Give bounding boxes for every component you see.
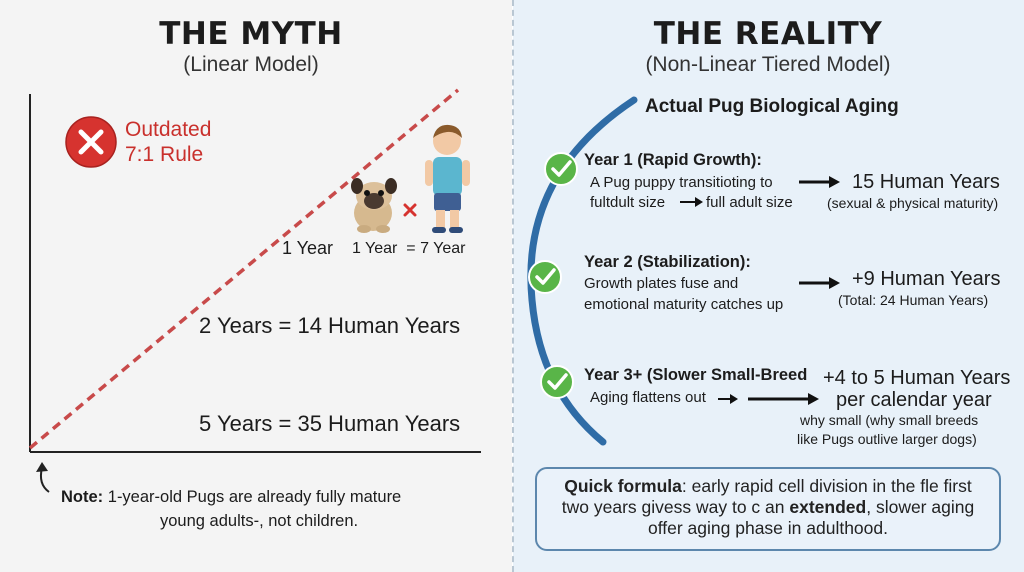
step3-heading: Year 3+ (Slower Small-Breed: [584, 366, 808, 384]
curve-label: Actual Pug Biological Aging: [645, 96, 899, 117]
formula-part-1: : early rapid cell division in the fle f…: [681, 476, 972, 496]
step3-result-note-1: why small (why small breeds: [800, 412, 979, 428]
step3-result-1: +4 to 5 Human Years: [823, 367, 1011, 389]
arrow-icon-year1-inline: [680, 197, 703, 207]
reality-title: THE REALITY: [653, 16, 883, 52]
step2-result: +9 Human Years: [852, 268, 1001, 290]
formula-line-1: Quick formula: early rapid cell division…: [537, 476, 999, 497]
check-icon-year2: [528, 260, 562, 294]
reality-subtitle: (Non-Linear Tiered Model): [645, 53, 891, 76]
formula-part-3: , slower aging: [866, 497, 975, 517]
label-2-years: 2 Years = 14 Human Years: [199, 313, 461, 338]
myth-subtitle: (Linear Model): [183, 53, 319, 76]
note-label: Note:: [61, 488, 104, 506]
panel-divider: [512, 0, 514, 572]
pug-icon: [351, 178, 397, 233]
formula-label: Quick formula: [564, 476, 682, 496]
formula-bold: extended: [789, 497, 867, 517]
small-cross-icon: [403, 203, 417, 217]
biological-aging-curve: [527, 96, 638, 446]
outdated-label: Outdated: [125, 118, 212, 141]
step2-desc-2: emotional maturity catches up: [584, 296, 784, 313]
note-text-1: 1-year-old Pugs are already fully mature: [107, 488, 402, 506]
label-5-years: 5 Years = 35 Human Years: [199, 411, 461, 436]
curved-arrow-head-icon: [36, 462, 48, 472]
label-1-year-7: 1 Year = 7 Year: [352, 240, 466, 257]
outdated-x-icon: [65, 116, 117, 168]
step1-desc-2a: fultdult size: [590, 194, 666, 211]
step3-result-2: per calendar year: [836, 389, 992, 411]
step1-desc-1: A Pug puppy transitioting to: [590, 174, 773, 191]
check-icon-year1: [544, 152, 578, 186]
step2-desc-1: Growth plates fuse and: [584, 275, 739, 292]
note-line-1: Note: 1-year-old Pugs are already fully …: [61, 488, 401, 507]
step1-heading: Year 1 (Rapid Growth):: [584, 151, 762, 169]
arrow-icon-year1: [799, 176, 840, 188]
arrow-icon-year2: [799, 277, 840, 289]
quick-formula-text: Quick formula: early rapid cell division…: [537, 476, 999, 539]
myth-panel: [0, 0, 512, 572]
step1-result-note: (sexual & physical maturity): [827, 195, 999, 211]
arrow-icon-year3: [748, 393, 819, 405]
step3-desc-1: Aging flattens out: [590, 389, 706, 406]
step2-heading: Year 2 (Stabilization):: [584, 253, 751, 271]
step1-desc-2b: full adult size: [706, 194, 793, 211]
label-1-year: 1 Year: [282, 238, 334, 258]
check-icon-year3: [540, 365, 574, 399]
myth-title: THE MYTH: [159, 16, 343, 52]
curved-arrow-icon: [39, 467, 50, 493]
formula-line-2: two years givess way to c an extended, s…: [537, 497, 999, 518]
rule-label: 7:1 Rule: [125, 143, 204, 166]
formula-line-3: offer aging phase in adulthood.: [647, 518, 888, 538]
linear-trend-line: [28, 88, 460, 450]
quick-formula-box: Quick formula: early rapid cell division…: [535, 467, 1001, 551]
step1-result: 15 Human Years: [852, 171, 1000, 193]
step2-result-note: (Total: 24 Human Years): [838, 292, 989, 308]
child-icon: [425, 124, 470, 233]
formula-part-2: two years givess way to c an: [561, 497, 785, 517]
step3-result-note-2: like Pugs outlive larger dogs): [797, 431, 977, 447]
arrow-icon-year3-small: [718, 394, 738, 404]
note-line-2: young adults-, not children.: [160, 512, 359, 530]
